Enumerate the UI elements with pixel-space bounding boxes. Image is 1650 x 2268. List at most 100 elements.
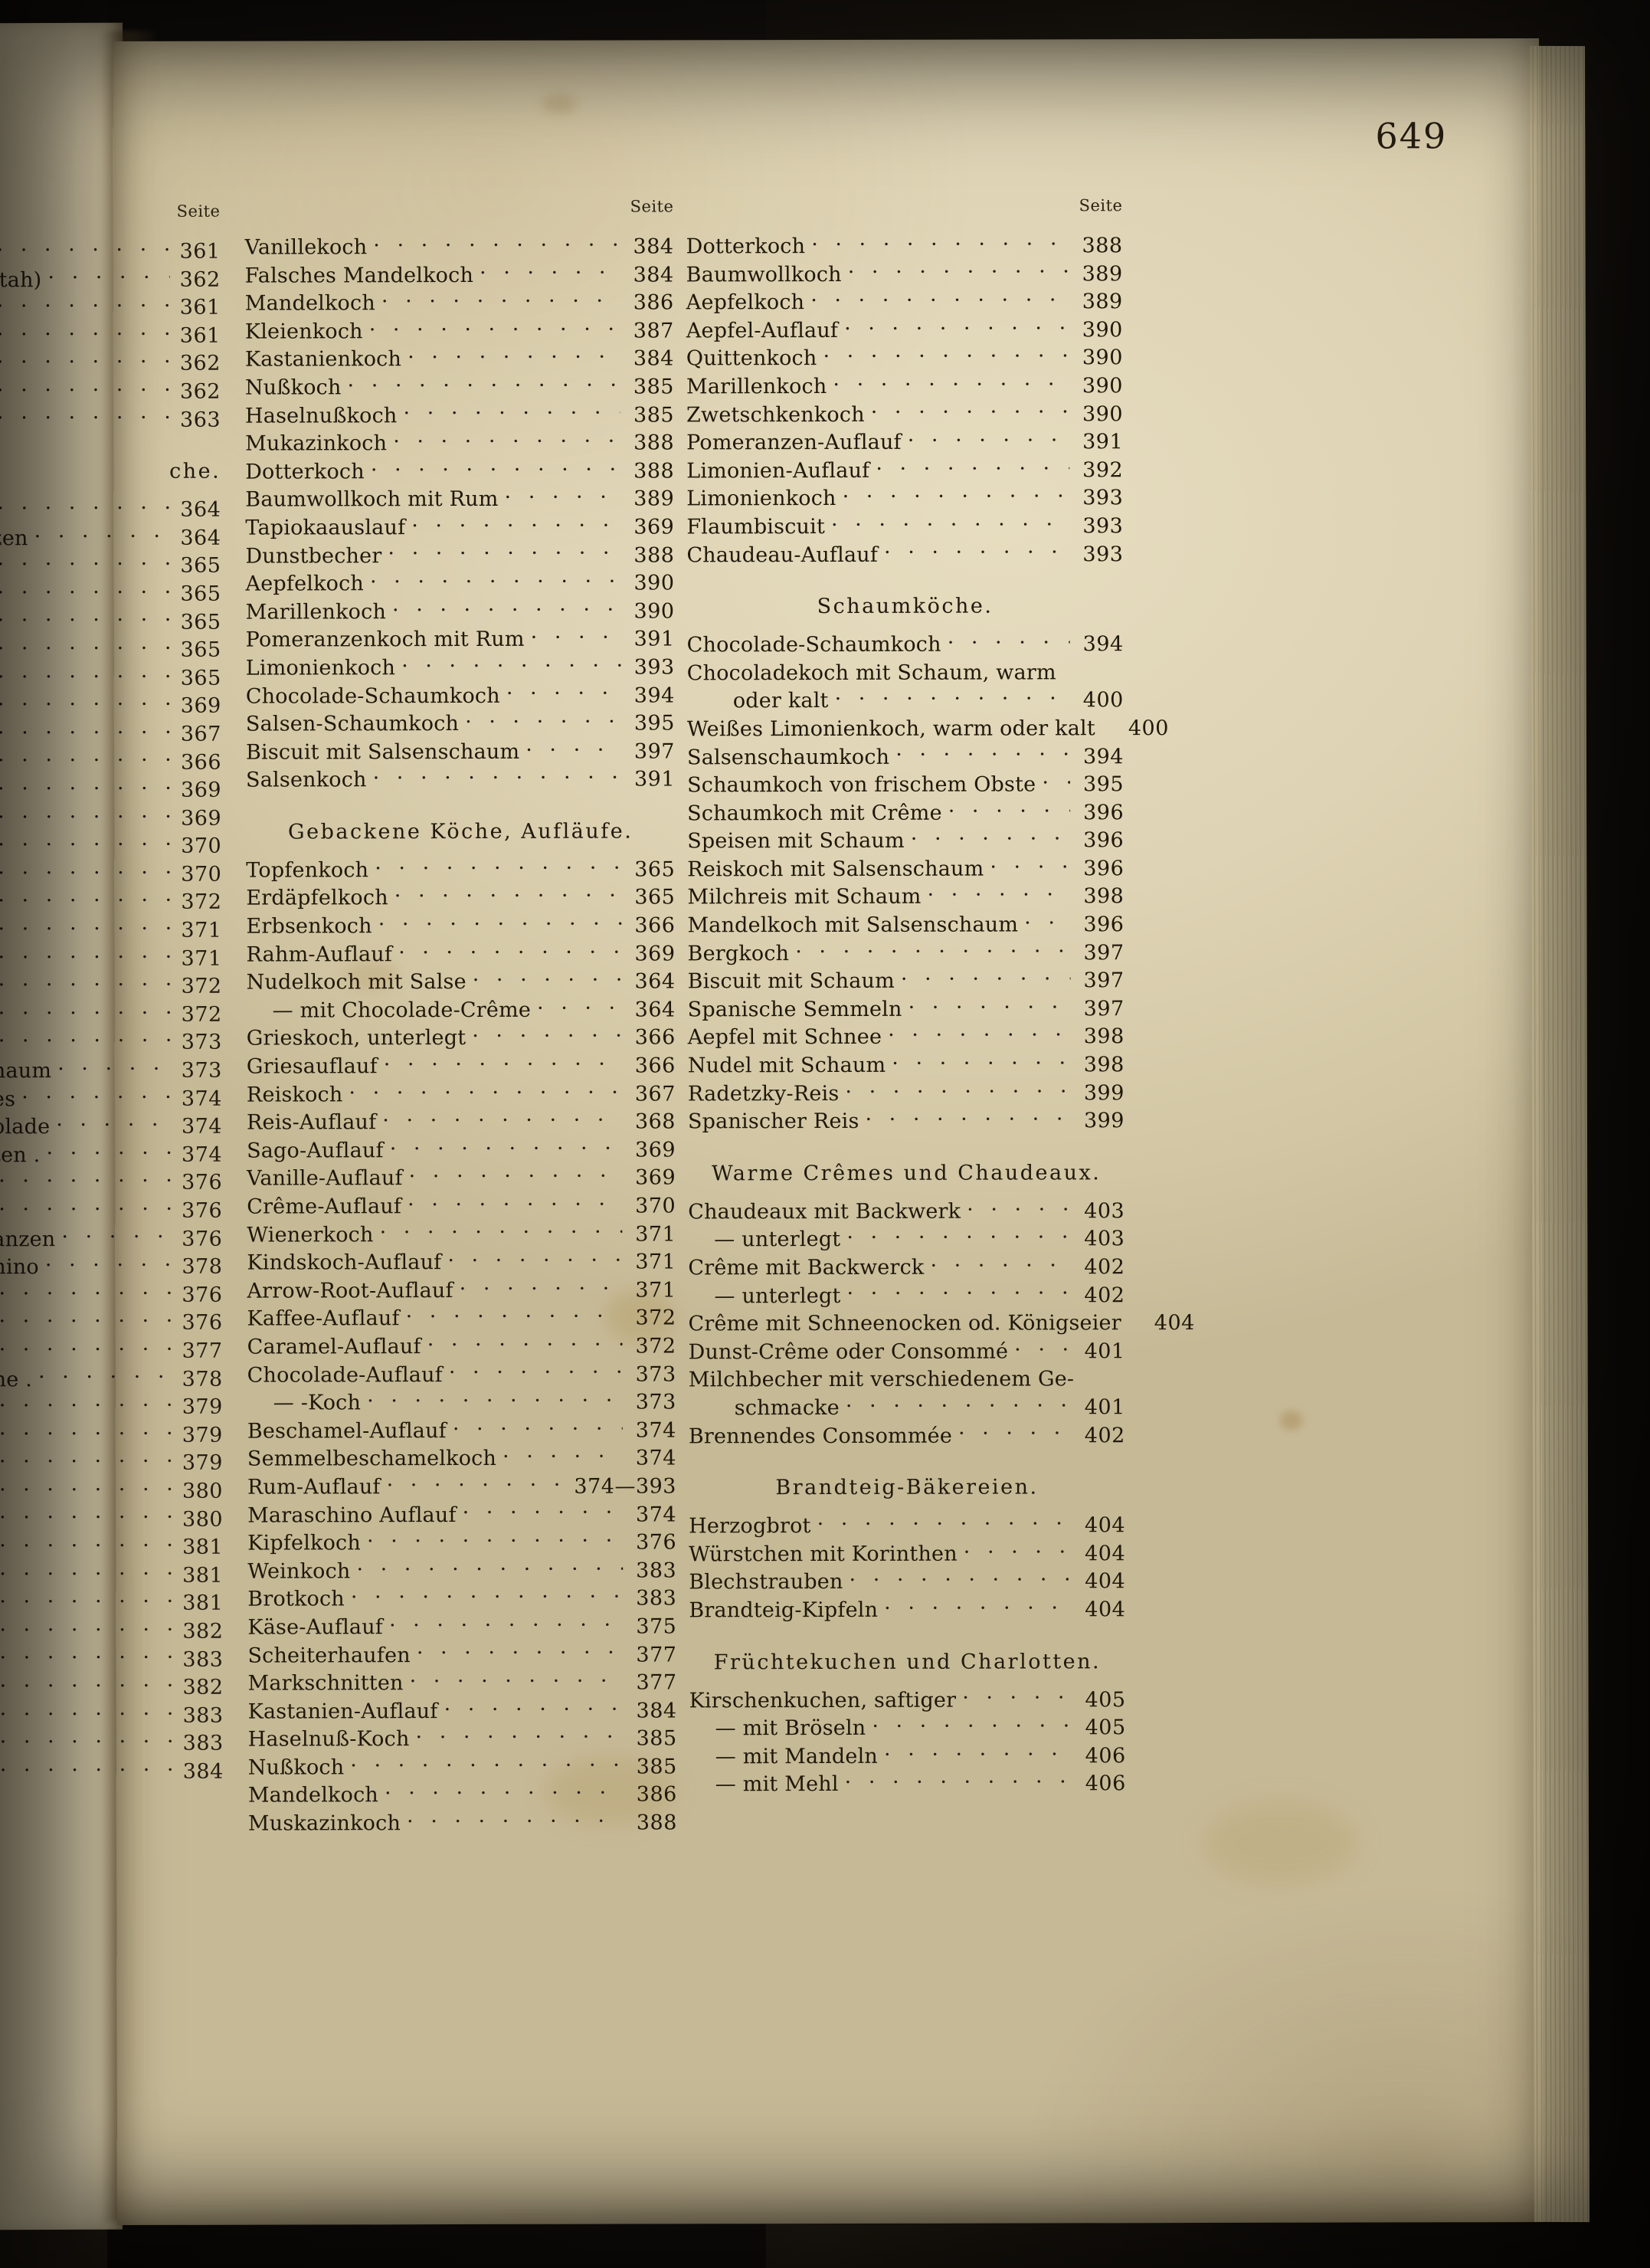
index-entry: Griesauflauf 366	[247, 1051, 676, 1080]
index-entry-page-number: 384	[633, 234, 674, 259]
dot-leader	[0, 496, 170, 516]
index-entry-label: zen	[0, 526, 28, 551]
index-entry-page-number: 396	[1083, 857, 1125, 881]
index-entry-label: Salsenschaumkoch	[686, 745, 890, 769]
index-entry-page-number: 397	[1083, 997, 1125, 1021]
dot-leader	[990, 854, 1070, 875]
dot-leader	[884, 540, 1069, 562]
index-entry-label: Muskazinkoch	[247, 1811, 401, 1836]
index-entry: Blechstrauben 404	[689, 1568, 1125, 1597]
index-entry-label: Brennendes Consommée	[688, 1424, 953, 1448]
index-entry-label: Limonien-Auflauf	[686, 458, 870, 483]
dot-leader	[901, 967, 1071, 988]
right-entry-list-1: Dotterkoch 388 Baumwollkoch 389 Aepfelkoch 38…	[686, 231, 1124, 569]
dot-leader	[373, 233, 620, 254]
dot-leader	[846, 1393, 1072, 1414]
index-entry-page-number: 406	[1085, 1743, 1126, 1768]
dot-leader	[0, 1589, 172, 1610]
index-entry: Biscuit mit Salsenschaum 397	[246, 737, 675, 766]
index-entry: Limonien-Auflauf 392	[686, 456, 1123, 485]
index-entry-page-number: 400	[1128, 716, 1169, 741]
dot-leader	[1080, 1365, 1094, 1386]
index-entry: Haselnußkoch 385	[245, 401, 674, 430]
index-entry-label: haum	[0, 1059, 52, 1083]
index-entry: Chaudeaux mit Backwerk 403	[688, 1197, 1125, 1226]
index-entry-page-number: 388	[636, 1811, 677, 1835]
index-entry-page-number: 399	[1083, 1080, 1125, 1105]
index-entry-page-number: 375	[636, 1614, 677, 1639]
index-entry: 379	[0, 1393, 223, 1421]
index-entry-label: Haselnuß-Koch	[247, 1727, 410, 1752]
index-entry: 369	[0, 776, 221, 805]
index-entry-page-number: 386	[633, 290, 674, 315]
dot-leader	[387, 1473, 568, 1493]
index-entry-label: Spanischer Reis	[687, 1109, 859, 1134]
index-entry: Kirschenkuchen, saftiger 405	[689, 1686, 1126, 1715]
dot-leader	[472, 1024, 622, 1044]
dot-leader	[810, 288, 1069, 310]
dot-leader	[0, 608, 171, 628]
index-entry: Spanische Semmeln 397	[688, 995, 1125, 1024]
index-entry-page-number: 404	[1085, 1541, 1126, 1566]
index-entry: Pomeranzenkoch mit Rum 391	[246, 625, 675, 654]
seite-header-right: Seite	[1079, 196, 1123, 215]
index-entry: Dotterkoch 388	[686, 231, 1123, 261]
dot-leader	[38, 1365, 172, 1385]
index-entry: Crême-Auflauf 370	[247, 1191, 676, 1221]
dot-leader	[872, 1713, 1072, 1735]
index-entry: 367	[0, 720, 221, 749]
index-entry-label: Dunstbecher	[245, 543, 382, 569]
index-entry-page-number: 397	[633, 739, 675, 764]
index-entry: Reiskoch 367	[247, 1080, 676, 1109]
dot-leader	[0, 238, 170, 258]
index-entry: Spanischer Reis 399	[688, 1106, 1125, 1136]
index-entry: Aepfelkoch 390	[245, 569, 674, 598]
middle-column: Seite Vanillekoch 384 Falsches Mandelkoch 3…	[244, 197, 677, 1837]
index-entry-label: ten .	[0, 1142, 41, 1168]
index-entry-page-number: 361	[179, 295, 221, 320]
index-entry-page-number: 394	[633, 683, 675, 708]
index-entry: — -Koch 373	[247, 1388, 676, 1418]
index-entry-label: Nudel mit Schaum	[687, 1053, 886, 1078]
dot-leader	[964, 1539, 1072, 1560]
dot-leader	[0, 1001, 172, 1021]
index-entry-label: Flaumbiscuit	[686, 514, 826, 539]
index-entry-page-number: 377	[182, 1339, 223, 1363]
index-entry-label: Mandelkoch mit Salsenschaum	[687, 913, 1019, 938]
dot-leader	[1014, 1337, 1071, 1358]
index-entry-page-number: 393	[1082, 486, 1124, 510]
dot-leader	[382, 1108, 622, 1129]
index-entry-label: Pomeranzen-Auflauf	[686, 430, 902, 455]
index-entry: 376	[0, 1309, 223, 1337]
dot-leader	[0, 860, 171, 881]
index-entry-page-number: 396	[1083, 913, 1125, 937]
index-entry-page-number: 372	[635, 1306, 676, 1330]
dot-leader	[0, 636, 171, 657]
index-entry-page-number: 371	[635, 1278, 676, 1303]
index-entry-page-number: 399	[1083, 1109, 1125, 1133]
dot-leader	[927, 883, 1070, 903]
index-entry-page-number: 395	[1082, 772, 1125, 797]
dot-leader	[1062, 658, 1076, 679]
index-entry-page-number: 388	[633, 459, 675, 483]
index-entry-label: Aepfel mit Schnee	[687, 1025, 882, 1050]
index-entry: Kaffee-Auflauf 372	[247, 1304, 676, 1333]
left-entry-list-1: 361 ttah) 362 361 361 362 362 363	[0, 238, 221, 434]
dot-leader	[505, 485, 621, 506]
index-entry: Chocolade-Schaumkoch 394	[246, 681, 675, 710]
dot-leader	[0, 552, 170, 572]
index-entry-label: hino	[0, 1255, 39, 1280]
dot-leader	[0, 972, 172, 993]
index-entry: 365	[0, 608, 221, 636]
middle-entry-list-1: Vanillekoch384Falsches Mandelkoch384Mand…	[245, 232, 676, 794]
dot-leader	[0, 1729, 173, 1750]
dot-leader	[380, 1220, 623, 1241]
page-number: 649	[1375, 115, 1448, 157]
index-entry-page-number: 388	[633, 542, 675, 568]
index-entry: Quittenkoch 390	[686, 344, 1123, 373]
dot-leader	[401, 653, 621, 674]
dot-leader	[375, 855, 621, 877]
index-entry: Nußkoch 385	[248, 1752, 677, 1781]
index-entry-page-number: 376	[182, 1227, 223, 1251]
dot-leader	[795, 939, 1070, 960]
